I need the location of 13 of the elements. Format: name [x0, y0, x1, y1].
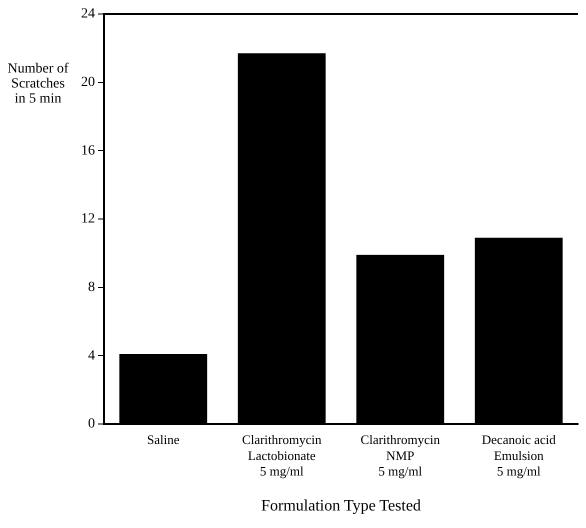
x-tick-label: Decanoic acid Emulsion 5 mg/ml [482, 432, 556, 478]
y-tick-label: 0 [88, 416, 95, 432]
y-tick-label: 16 [81, 143, 95, 158]
y-tick-label: 20 [81, 75, 95, 90]
y-tick-label: 8 [88, 280, 95, 296]
x-tick-label: Saline [147, 432, 180, 448]
y-tick-label: 12 [81, 212, 95, 227]
y-axis-title: Number of Scratches in 5 min [7, 62, 69, 107]
x-tick-label: Clarithromycin Lactobionate 5 mg/ml [242, 432, 322, 478]
y-tick-label: 4 [88, 348, 95, 364]
x-tick-label: Clarithromycin NMP 5 mg/ml [360, 432, 440, 478]
y-tick-label: 24 [81, 6, 95, 22]
x-axis-title: Formulation Type Tested [261, 498, 421, 515]
